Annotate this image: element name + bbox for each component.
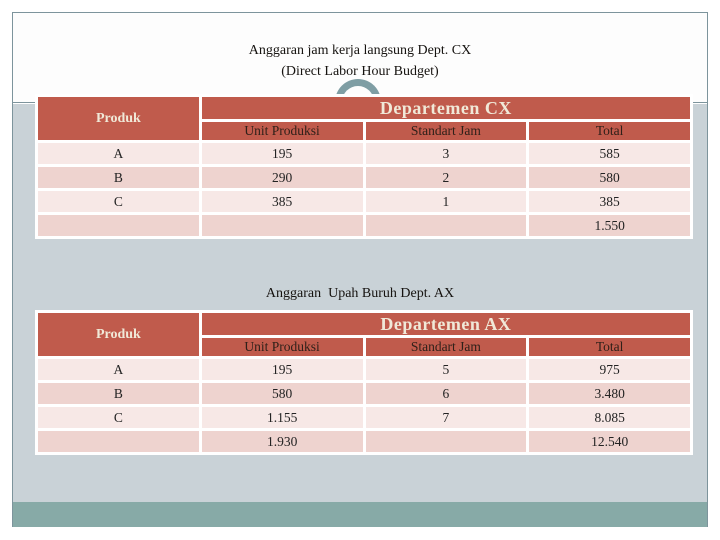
table-totals-row: 1.550 bbox=[38, 215, 690, 236]
table-row: C 385 1 385 bbox=[38, 191, 690, 212]
unit-produksi-total-cell: 1.930 bbox=[201, 431, 363, 452]
standart-jam-cell: 7 bbox=[365, 407, 527, 428]
table-header-row: Produk Departemen CX bbox=[38, 97, 690, 140]
col-header-total: Total bbox=[529, 122, 690, 140]
col-header-unit-produksi: Unit Produksi bbox=[201, 338, 363, 356]
unit-produksi-cell: 195 bbox=[201, 143, 363, 164]
standart-jam-total-cell bbox=[365, 431, 527, 452]
standart-jam-total-cell bbox=[365, 215, 527, 236]
col-header-standart-jam: Standart Jam bbox=[365, 338, 527, 356]
produk-header-cell: Produk bbox=[38, 313, 199, 356]
table-row: A 195 5 975 bbox=[38, 359, 690, 380]
produk-header-cell: Produk bbox=[38, 97, 199, 140]
produk-cell: B bbox=[38, 167, 199, 188]
unit-produksi-cell: 195 bbox=[201, 359, 363, 380]
col-header-total: Total bbox=[529, 338, 690, 356]
total-cell: 585 bbox=[529, 143, 690, 164]
produk-cell: C bbox=[38, 191, 199, 212]
standart-jam-cell: 6 bbox=[365, 383, 527, 404]
total-cell: 580 bbox=[529, 167, 690, 188]
produk-cell bbox=[38, 215, 199, 236]
standart-jam-cell: 2 bbox=[365, 167, 527, 188]
grand-total-cell: 12.540 bbox=[529, 431, 690, 452]
section-cx-title: Anggaran jam kerja langsung Dept. CX (Di… bbox=[0, 40, 720, 82]
unit-produksi-cell: 290 bbox=[201, 167, 363, 188]
table-header-row: Produk Departemen AX bbox=[38, 313, 690, 356]
table-totals-row: 1.930 12.540 bbox=[38, 431, 690, 452]
unit-produksi-total-cell bbox=[201, 215, 363, 236]
col-header-standart-jam: Standart Jam bbox=[365, 122, 527, 140]
dept-header-cell: Departemen AX bbox=[201, 313, 690, 335]
table-row: B 290 2 580 bbox=[38, 167, 690, 188]
produk-cell: A bbox=[38, 359, 199, 380]
standart-jam-cell: 1 bbox=[365, 191, 527, 212]
arc-decoration-icon bbox=[335, 79, 381, 102]
unit-produksi-cell: 1.155 bbox=[201, 407, 363, 428]
section-cx-title-line2: (Direct Labor Hour Budget) bbox=[281, 64, 439, 79]
standart-jam-cell: 5 bbox=[365, 359, 527, 380]
total-cell: 3.480 bbox=[529, 383, 690, 404]
table-subheader-row: Unit Produksi Standart Jam Total bbox=[38, 122, 690, 140]
unit-produksi-cell: 580 bbox=[201, 383, 363, 404]
table-subheader-row: Unit Produksi Standart Jam Total bbox=[38, 338, 690, 356]
total-cell: 975 bbox=[529, 359, 690, 380]
table-departemen-cx: Produk Departemen CX Unit Produksi Stand… bbox=[35, 94, 693, 239]
table-row: B 580 6 3.480 bbox=[38, 383, 690, 404]
section-ax-title: Anggaran Upah Buruh Dept. AX bbox=[265, 286, 455, 301]
table-row: C 1.155 7 8.085 bbox=[38, 407, 690, 428]
total-cell: 8.085 bbox=[529, 407, 690, 428]
grand-total-cell: 1.550 bbox=[529, 215, 690, 236]
produk-cell: B bbox=[38, 383, 199, 404]
section-cx-title-line1: Anggaran jam kerja langsung Dept. CX bbox=[248, 43, 472, 58]
produk-cell bbox=[38, 431, 199, 452]
unit-produksi-cell: 385 bbox=[201, 191, 363, 212]
total-cell: 385 bbox=[529, 191, 690, 212]
table-departemen-ax: Produk Departemen AX Unit Produksi Stand… bbox=[35, 310, 693, 455]
col-header-unit-produksi: Unit Produksi bbox=[201, 122, 363, 140]
produk-cell: C bbox=[38, 407, 199, 428]
footer-band bbox=[13, 502, 707, 527]
standart-jam-cell: 3 bbox=[365, 143, 527, 164]
dept-header-cell: Departemen CX bbox=[201, 97, 690, 119]
produk-cell: A bbox=[38, 143, 199, 164]
table-row: A 195 3 585 bbox=[38, 143, 690, 164]
